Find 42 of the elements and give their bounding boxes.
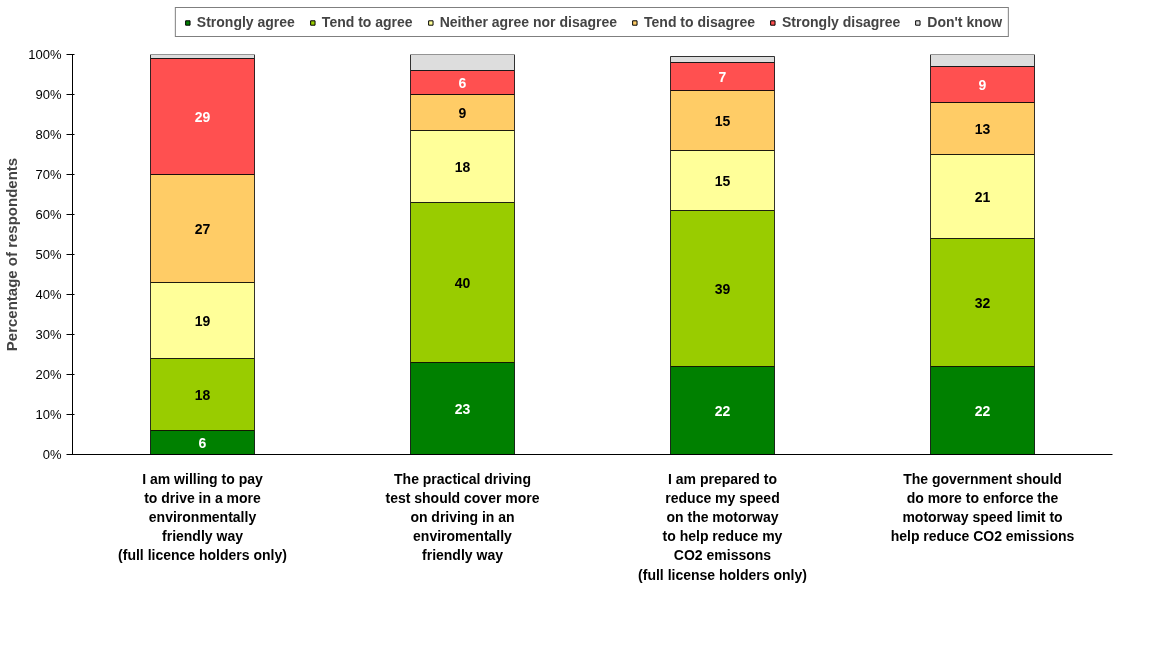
x-tick-label: I am prepared to reduce my speed on the motorway to help reduce my CO2 emissons (full license holders only) bbox=[638, 470, 807, 583]
data-label: 15 bbox=[714, 112, 731, 129]
legend-label: Tend to agree bbox=[321, 14, 413, 30]
data-label: 40 bbox=[454, 274, 471, 291]
x-tick-label: The practical driving test should cover more on driving in an enviromentally friendly way bbox=[385, 470, 540, 564]
y-tick-label: 50% bbox=[35, 247, 62, 262]
data-label: 15 bbox=[714, 172, 731, 189]
y-axis-title: Percentage of respondents bbox=[3, 157, 21, 352]
y-tick-label: 100% bbox=[28, 47, 62, 62]
data-label: 9 bbox=[458, 104, 467, 121]
data-label: 18 bbox=[194, 386, 211, 403]
y-tick-label: 60% bbox=[35, 207, 62, 222]
data-label: 9 bbox=[978, 76, 987, 93]
y-tick-label: 20% bbox=[35, 367, 62, 382]
data-label: 29 bbox=[194, 108, 211, 125]
data-label: 21 bbox=[974, 188, 991, 205]
data-label: 27 bbox=[194, 220, 211, 237]
y-tick-label: 0% bbox=[42, 447, 62, 462]
legend-label: Neither agree nor disagree bbox=[439, 14, 618, 30]
data-label: 7 bbox=[718, 68, 727, 85]
y-tick-label: 30% bbox=[35, 327, 62, 342]
data-label: 13 bbox=[974, 120, 991, 137]
data-label: 19 bbox=[194, 312, 211, 329]
data-label: 39 bbox=[714, 280, 731, 297]
y-tick-label: 10% bbox=[35, 407, 62, 422]
y-tick-label: 90% bbox=[35, 87, 62, 102]
legend-label: Tend to disagree bbox=[644, 14, 756, 30]
data-label: 6 bbox=[458, 74, 467, 91]
legend-label: Strongly disagree bbox=[782, 14, 901, 30]
data-label: 18 bbox=[454, 158, 471, 175]
data-label: 22 bbox=[974, 402, 991, 419]
data-label: 22 bbox=[714, 402, 731, 419]
y-tick-label: 80% bbox=[35, 127, 62, 142]
x-tick-label: I am willing to pay to drive in a more environmentally friendly way (full licence holders only) bbox=[118, 470, 287, 564]
y-tick-label: 40% bbox=[35, 287, 62, 302]
data-label: 6 bbox=[198, 434, 207, 451]
legend-label: Don't know bbox=[927, 14, 1003, 30]
x-tick-label: The government should do more to enforce the motorway speed limit to help reduce CO2 emissions bbox=[890, 470, 1075, 545]
y-tick-label: 70% bbox=[35, 167, 62, 182]
data-label: 32 bbox=[974, 294, 991, 311]
data-label: 23 bbox=[454, 400, 471, 417]
legend-label: Strongly agree bbox=[196, 14, 295, 30]
